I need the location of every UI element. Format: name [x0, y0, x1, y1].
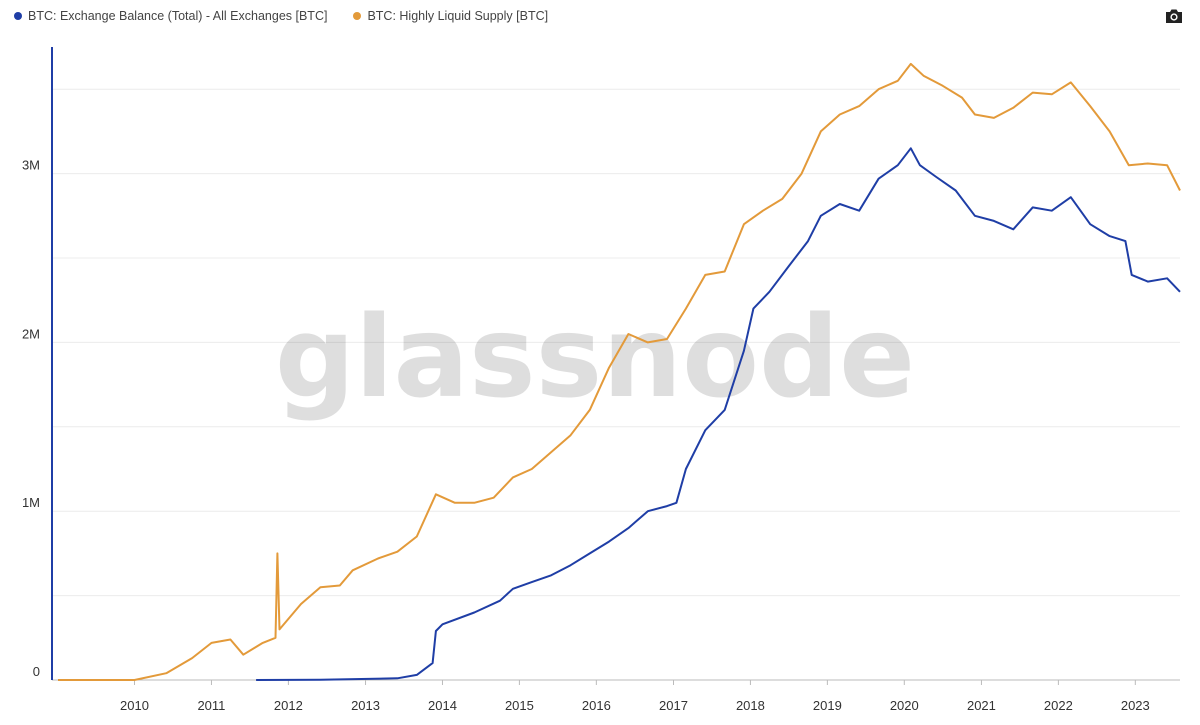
x-axis-ticks: 2010 2011 2012 2013 2014 2015 2016 2017 2018 2019…: [120, 680, 1150, 713]
x-tick-label: 2019: [813, 698, 842, 713]
x-tick-label: 2013: [351, 698, 380, 713]
x-tick-label: 2023: [1121, 698, 1150, 713]
legend-label-highly-liquid-supply: BTC: Highly Liquid Supply [BTC]: [367, 9, 549, 23]
y-tick-label: 1M: [22, 495, 40, 510]
grid-lines: [52, 88, 1180, 681]
y-tick-label: 0: [33, 664, 40, 679]
x-tick-label: 2015: [505, 698, 534, 713]
x-tick-label: 2012: [274, 698, 303, 713]
x-tick-label: 2010: [120, 698, 149, 713]
x-tick-label: 2014: [428, 698, 457, 713]
series-lines: [58, 62, 1181, 681]
camera-icon-glyph: [1166, 9, 1182, 23]
legend-swatch-exchange-balance: [14, 12, 22, 20]
legend-item-highly-liquid-supply[interactable]: BTC: Highly Liquid Supply [BTC]: [353, 9, 548, 23]
series-line-exchange-balance: [256, 147, 1181, 681]
y-tick-label: 3M: [22, 158, 40, 173]
camera-icon[interactable]: [1164, 6, 1184, 26]
legend-swatch-highly-liquid-supply: [353, 12, 362, 20]
legend-label-exchange-balance: BTC: Exchange Balance (Total) - All Exch…: [28, 9, 328, 23]
series-line-highly-liquid-supply: [58, 62, 1181, 681]
x-tick-label: 2022: [1044, 698, 1073, 713]
legend-item-exchange-balance[interactable]: BTC: Exchange Balance (Total) - All Exch…: [14, 9, 327, 23]
x-tick-label: 2016: [582, 698, 611, 713]
y-tick-label: 2M: [22, 326, 40, 341]
x-tick-label: 2018: [736, 698, 765, 713]
chart-legend: BTC: Exchange Balance (Total) - All Exch…: [14, 6, 574, 26]
x-tick-label: 2021: [967, 698, 996, 713]
watermark-logo: glassnode: [275, 293, 915, 423]
x-tick-label: 2017: [659, 698, 688, 713]
y-axis-ticks: 0 1M 2M 3M: [22, 158, 40, 679]
x-tick-label: 2020: [890, 698, 919, 713]
x-tick-label: 2011: [197, 698, 225, 713]
